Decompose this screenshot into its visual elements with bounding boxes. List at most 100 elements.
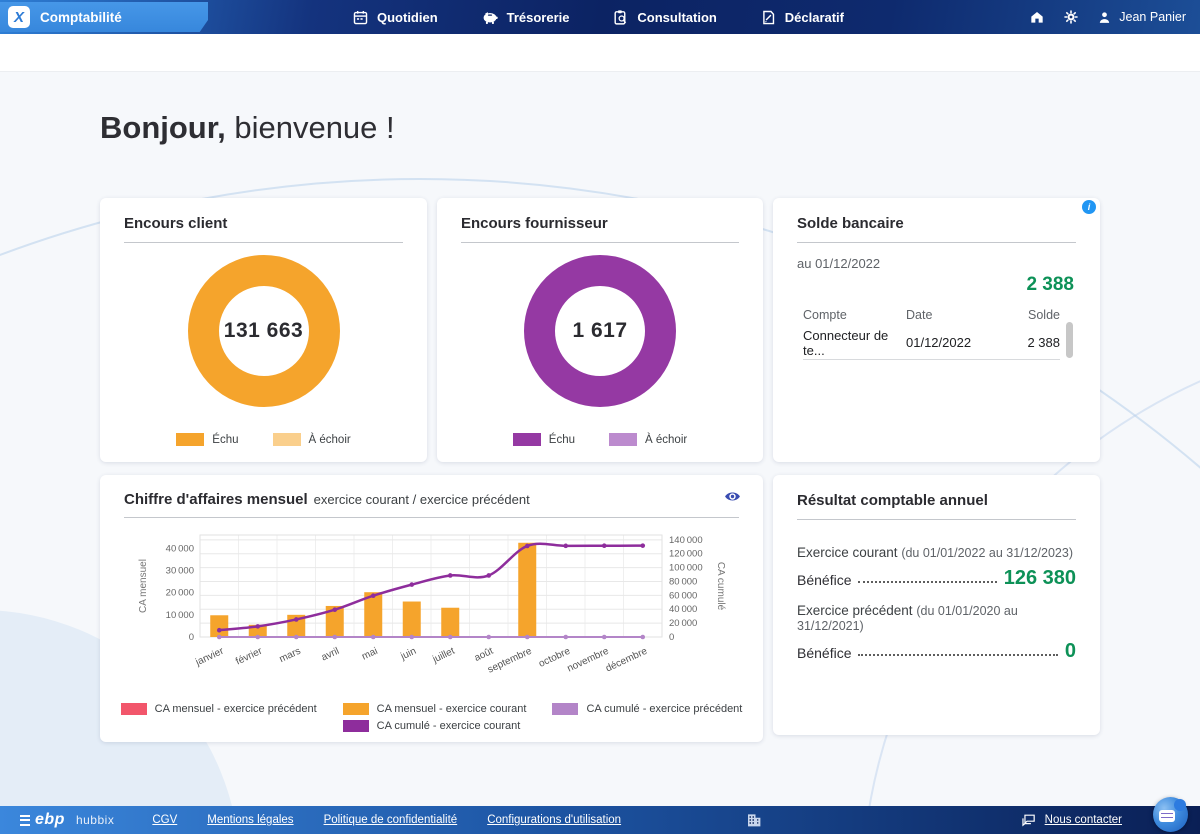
dotted-leader <box>858 581 997 583</box>
svg-text:20 000: 20 000 <box>166 588 194 599</box>
svg-text:décembre: décembre <box>604 646 649 675</box>
svg-text:février: février <box>234 645 264 667</box>
dotted-leader <box>858 654 1058 656</box>
footer-links: CGV Mentions légales Politique de confid… <box>152 814 621 826</box>
benefit-row: Bénéfice 126 380 <box>797 567 1076 590</box>
svg-text:mai: mai <box>360 646 379 663</box>
benefit-value: 126 380 <box>1003 567 1076 589</box>
svg-text:août: août <box>473 646 495 664</box>
column-header-date: Date <box>906 308 933 322</box>
info-glyph: i <box>1087 202 1091 212</box>
column-header-solde: Solde <box>1028 308 1060 322</box>
benefit-value: 0 <box>1064 640 1076 662</box>
legend-row: CA mensuel - exercice précédent CA mensue… <box>100 703 763 715</box>
user-icon <box>1097 10 1112 25</box>
donut-value: 1 617 <box>572 319 628 342</box>
exercise-name: Exercice courant <box>797 545 898 560</box>
legend-label: CA mensuel - exercice précédent <box>154 703 317 715</box>
card-encours-fournisseur: Encours fournisseur 1 617 Échu À échoir <box>437 198 763 462</box>
building-icon[interactable] <box>745 811 763 834</box>
resultat-body: Exercice courant (du 01/01/2022 au 31/12… <box>773 520 1100 663</box>
nav-item-label: Consultation <box>637 9 717 25</box>
table-row[interactable]: Connecteur de te... 01/12/2022 2 388 <box>803 326 1060 360</box>
accounts-table: Compte Date Solde Connecteur de te... 01… <box>803 304 1060 360</box>
divider <box>797 519 1076 520</box>
chart-legend: CA mensuel - exercice précédent CA mensue… <box>100 703 763 732</box>
card-solde-bancaire: i Solde bancaire au 01/12/2022 2 388 Com… <box>773 198 1100 462</box>
legend-swatch <box>176 433 205 446</box>
ebp-bars-icon <box>20 814 30 826</box>
exercise-label: Exercice précédent (du 01/01/2020 au 31/… <box>797 603 1076 633</box>
top-navbar: X Comptabilité Quotidien Trésorerie <box>0 0 1200 34</box>
donut-legend: Échu À échoir <box>100 433 427 446</box>
chat-widget-button[interactable] <box>1153 797 1188 832</box>
home-icon[interactable] <box>1029 9 1045 25</box>
legend-swatch <box>552 703 579 715</box>
legend-item: Échu <box>512 433 576 446</box>
hubbix-brand: hubbix <box>75 813 115 827</box>
product-name: Comptabilité <box>40 9 122 25</box>
table-scrollbar[interactable] <box>1066 322 1073 358</box>
nav-item-quotidien[interactable]: Quotidien <box>352 9 438 26</box>
nav-item-consultation[interactable]: Consultation <box>612 9 717 26</box>
document-pen-icon <box>760 9 777 26</box>
svg-text:0: 0 <box>669 632 674 643</box>
donut-chart-fournisseur: 1 617 <box>437 255 763 407</box>
svg-text:juin: juin <box>398 646 418 663</box>
svg-text:juillet: juillet <box>430 646 456 666</box>
user-menu[interactable]: Jean Panier <box>1097 10 1186 25</box>
product-switcher-tab[interactable]: X Comptabilité <box>0 2 208 32</box>
svg-text:60 000: 60 000 <box>669 590 697 601</box>
legend-label: Échu <box>548 433 576 446</box>
link-configurations-utilisation[interactable]: Configurations d'utilisation <box>487 814 622 826</box>
link-mentions-legales[interactable]: Mentions légales <box>207 814 294 826</box>
ebp-logo[interactable]: ebp hubbix <box>20 811 114 829</box>
svg-text:120 000: 120 000 <box>669 549 703 560</box>
legend-label: À échoir <box>645 433 688 446</box>
legend-swatch <box>512 433 541 446</box>
svg-text:10 000: 10 000 <box>166 610 194 621</box>
svg-text:40 000: 40 000 <box>669 604 697 615</box>
contact-button[interactable]: Nous contacter <box>1020 806 1122 834</box>
donut-chart-client: 131 663 <box>100 255 427 407</box>
svg-text:CA cumulé: CA cumulé <box>715 562 726 611</box>
info-icon[interactable]: i <box>1082 200 1096 214</box>
svg-text:septembre: septembre <box>486 646 534 676</box>
legend-swatch <box>342 720 369 732</box>
svg-text:janvier: janvier <box>193 645 226 668</box>
gear-icon[interactable] <box>1063 9 1079 25</box>
link-politique-confidentialite[interactable]: Politique de confidentialité <box>323 814 458 826</box>
cell-compte: Connecteur de te... <box>803 327 889 358</box>
chart-title: Chiffre d'affaires mensuel <box>124 491 308 508</box>
chat-dot-icon <box>1174 799 1186 811</box>
svg-text:novembre: novembre <box>566 646 611 675</box>
legend-swatch <box>272 433 301 446</box>
subheader-strip <box>0 34 1200 72</box>
legend-item: CA cumulé - exercice précédent <box>552 703 742 715</box>
link-cgv[interactable]: CGV <box>152 814 178 826</box>
nav-item-tresorerie[interactable]: Trésorerie <box>481 8 569 26</box>
metric-label: Bénéfice <box>797 572 852 588</box>
legend-item: CA mensuel - exercice précédent <box>120 703 317 715</box>
legend-label: CA cumulé - exercice précédent <box>586 703 743 715</box>
chat-bubble-icon <box>1159 810 1175 822</box>
nav-item-declaratif[interactable]: Déclaratif <box>760 9 844 26</box>
exercise-period: (du 01/01/2022 au 31/12/2023) <box>901 546 1073 560</box>
exercise-name: Exercice précédent <box>797 603 913 618</box>
greeting-bold: Bonjour, <box>100 110 226 145</box>
eye-icon[interactable] <box>724 490 741 508</box>
svg-text:30 000: 30 000 <box>166 565 194 576</box>
nav-item-label: Quotidien <box>377 9 438 25</box>
user-name: Jean Panier <box>1119 10 1186 24</box>
legend-item: Échu <box>176 433 239 446</box>
legend-item: CA mensuel - exercice courant <box>342 703 527 715</box>
svg-text:20 000: 20 000 <box>669 618 697 629</box>
table-header: Compte Date Solde <box>803 304 1060 326</box>
donut-ring: 1 617 <box>524 255 676 407</box>
legend-swatch <box>609 433 638 446</box>
legend-label: CA mensuel - exercice courant <box>376 703 527 715</box>
divider <box>124 517 739 518</box>
divider <box>797 242 1076 243</box>
as-of-date: au 01/12/2022 <box>797 256 881 271</box>
